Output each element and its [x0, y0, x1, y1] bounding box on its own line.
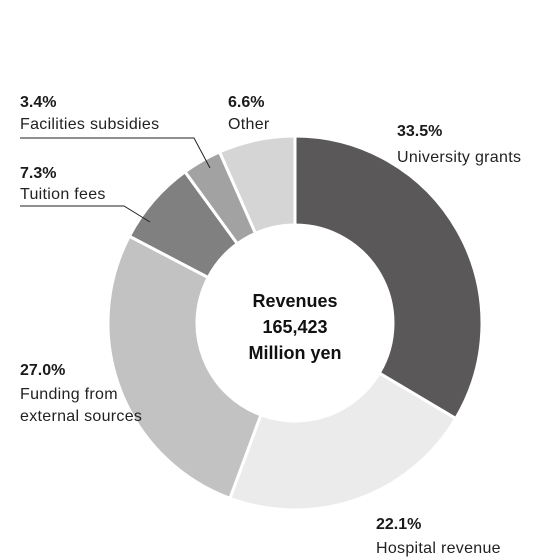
donut-slice-university-grants	[293, 134, 484, 421]
center-label-line-3: Million yen	[248, 343, 341, 363]
slice-name-label: Tuition fees	[20, 186, 106, 203]
center-label: Revenues 165,423 Million yen	[248, 291, 341, 363]
donut-slice-funding-from-external-sources	[106, 234, 263, 501]
slice-percent-label: 3.4%	[20, 94, 56, 111]
slice-percent-label: 6.6%	[228, 94, 264, 111]
center-label-line-1: Revenues	[252, 291, 337, 311]
center-label-line-2: 165,423	[262, 317, 327, 337]
slice-name-label-line-1: Funding from	[20, 386, 118, 403]
donut-slice-hospital-revenue	[228, 371, 458, 512]
slice-name-label: Hospital revenue	[376, 540, 501, 557]
leader-line-facilities-subsidies	[20, 137, 211, 169]
slice-name-label: Other	[228, 116, 270, 133]
slice-name-label: Facilities subsidies	[20, 116, 159, 133]
slice-percent-label: 22.1%	[376, 516, 421, 533]
slice-label-hospital-revenue: 22.1% Hospital revenue	[376, 516, 501, 557]
slice-label-external-funding: 27.0% Funding from external sources	[20, 362, 142, 425]
slice-label-tuition-fees: 7.3% Tuition fees	[20, 165, 151, 223]
slice-percent-label: 33.5%	[397, 123, 442, 140]
slice-label-other: 6.6% Other	[228, 94, 270, 133]
slice-name-label-line-2: external sources	[20, 408, 142, 425]
slice-label-university-grants: 33.5% University grants	[397, 123, 521, 166]
leader-line-tuition-fees	[20, 205, 151, 223]
slice-percent-label: 7.3%	[20, 165, 56, 182]
slice-label-facilities-subsidies: 3.4% Facilities subsidies	[20, 94, 211, 169]
slice-percent-label: 27.0%	[20, 362, 65, 379]
slice-name-label: University grants	[397, 149, 521, 166]
donut-slices	[106, 134, 484, 512]
donut-slice-other	[217, 134, 297, 236]
